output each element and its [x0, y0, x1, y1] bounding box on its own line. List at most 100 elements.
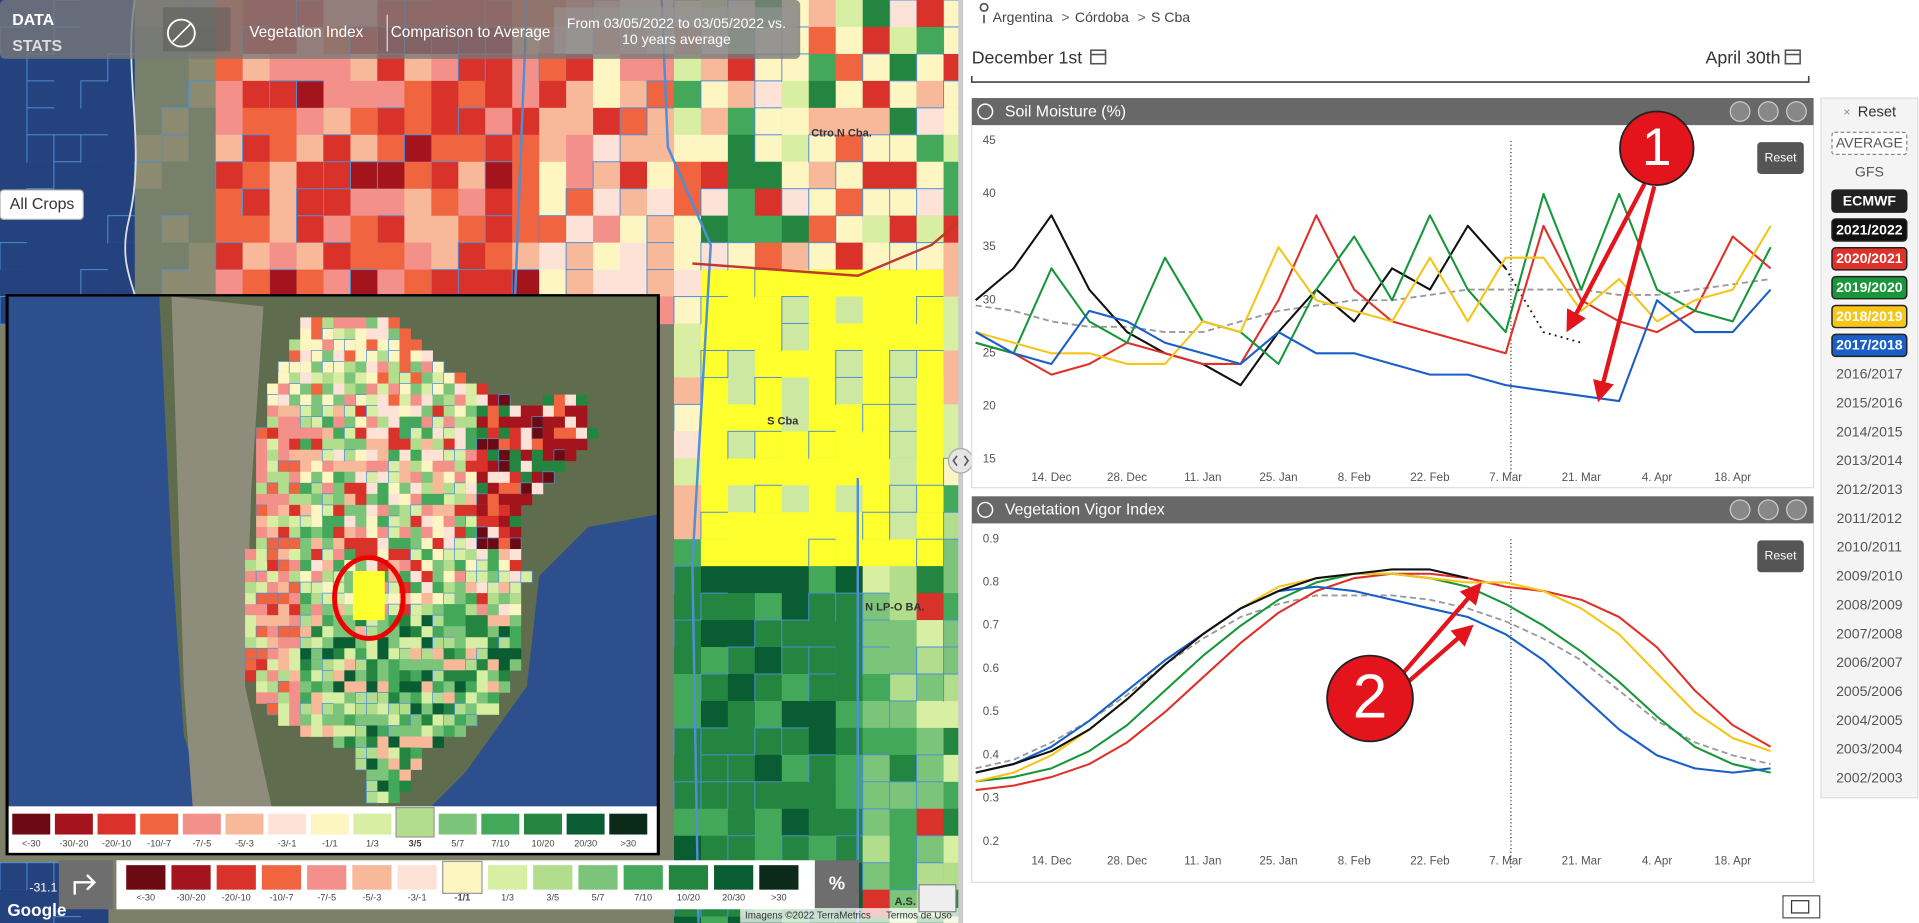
map-region[interactable]	[808, 215, 837, 244]
map-region[interactable]	[700, 539, 729, 567]
map-region[interactable]	[781, 215, 810, 244]
map-region[interactable]	[754, 161, 783, 190]
map-region[interactable]	[53, 215, 82, 244]
map-region[interactable]	[835, 53, 864, 82]
map-region[interactable]	[889, 566, 918, 594]
map-region[interactable]	[107, 215, 136, 244]
map-region[interactable]	[700, 511, 729, 541]
map-region[interactable]	[808, 781, 837, 810]
map-region[interactable]	[916, 296, 945, 325]
map-region[interactable]	[781, 619, 810, 649]
map-region[interactable]	[673, 215, 702, 244]
map-region[interactable]	[673, 539, 702, 567]
map-region[interactable]	[53, 80, 82, 109]
map-region[interactable]	[943, 134, 972, 163]
map-region[interactable]	[431, 242, 459, 271]
map-region[interactable]	[673, 916, 702, 923]
map-region[interactable]	[539, 134, 567, 163]
legend-swatch[interactable]	[268, 813, 307, 835]
map-region[interactable]	[458, 161, 486, 190]
map-region[interactable]	[781, 646, 810, 676]
map-region[interactable]	[188, 134, 217, 163]
map-region[interactable]	[673, 565, 703, 595]
map-region[interactable]	[862, 296, 891, 325]
map-region[interactable]	[673, 80, 702, 109]
legend-swatch[interactable]	[533, 865, 573, 890]
map-region[interactable]	[862, 700, 891, 729]
map-region[interactable]	[80, 242, 109, 271]
map-region[interactable]	[565, 188, 595, 217]
map-region[interactable]	[862, 727, 891, 756]
map-region[interactable]	[539, 80, 567, 109]
map-region[interactable]	[0, 80, 28, 109]
map-region[interactable]	[754, 458, 783, 486]
map-region[interactable]	[673, 107, 702, 136]
map-region[interactable]	[781, 431, 810, 459]
map-region[interactable]	[53, 916, 82, 923]
map-region[interactable]	[457, 107, 487, 136]
map-region[interactable]	[808, 430, 837, 460]
map-region[interactable]	[862, 0, 891, 28]
map-region[interactable]	[754, 619, 783, 649]
map-region[interactable]	[700, 296, 729, 325]
legend-swatch[interactable]	[759, 865, 799, 890]
map-region[interactable]	[0, 107, 28, 136]
chart-control[interactable]	[1757, 499, 1779, 521]
map-region[interactable]	[0, 215, 28, 244]
legend-swatch[interactable]	[225, 813, 264, 835]
map-region[interactable]	[134, 161, 163, 190]
map-region[interactable]	[107, 107, 136, 136]
map-region[interactable]	[889, 539, 918, 567]
map-region[interactable]	[350, 134, 379, 163]
map-region[interactable]	[754, 323, 783, 352]
map-region[interactable]	[754, 107, 783, 136]
map-region[interactable]	[943, 188, 972, 217]
map-region[interactable]	[26, 107, 56, 136]
map-region[interactable]	[862, 80, 891, 109]
map-region[interactable]	[889, 161, 918, 190]
map-region[interactable]	[808, 53, 837, 82]
map-region[interactable]	[835, 485, 864, 513]
map-region[interactable]	[107, 242, 136, 271]
map-region[interactable]	[916, 593, 945, 621]
map-region[interactable]	[619, 188, 649, 217]
map-region[interactable]	[512, 80, 540, 109]
map-region[interactable]	[593, 80, 621, 109]
map-region[interactable]	[754, 781, 783, 810]
map-region[interactable]	[808, 646, 837, 676]
map-region[interactable]	[835, 673, 864, 702]
map-region[interactable]	[808, 673, 837, 703]
map-region[interactable]	[215, 215, 244, 244]
map-region[interactable]	[808, 808, 837, 837]
map-region[interactable]	[242, 107, 271, 136]
map-region[interactable]	[943, 404, 972, 432]
map-region[interactable]	[943, 53, 972, 82]
map-region[interactable]	[134, 107, 163, 136]
map-region[interactable]	[242, 269, 271, 298]
map-region[interactable]	[700, 754, 729, 783]
map-region[interactable]	[808, 242, 837, 271]
map-region[interactable]	[781, 566, 810, 594]
map-region[interactable]	[296, 80, 325, 109]
map-region[interactable]	[673, 242, 702, 271]
map-region[interactable]	[457, 242, 487, 271]
map-region[interactable]	[916, 404, 945, 432]
legend-swatch[interactable]	[623, 865, 663, 890]
map-region[interactable]	[862, 242, 891, 271]
map-region[interactable]	[781, 835, 810, 864]
map-region[interactable]	[889, 26, 918, 55]
map-region[interactable]	[188, 188, 217, 217]
map-region[interactable]	[889, 754, 918, 783]
map-region[interactable]	[53, 269, 82, 298]
map-region[interactable]	[754, 808, 783, 837]
map-region[interactable]	[835, 404, 864, 432]
map-region[interactable]	[727, 485, 756, 513]
map-region[interactable]	[457, 269, 487, 298]
map-region[interactable]	[754, 512, 783, 540]
map-region[interactable]	[916, 781, 945, 810]
map-region[interactable]	[889, 349, 918, 379]
map-region[interactable]	[889, 808, 918, 837]
map-region[interactable]	[808, 592, 837, 622]
map-region[interactable]	[647, 161, 675, 190]
legend-swatch[interactable]	[395, 806, 435, 838]
